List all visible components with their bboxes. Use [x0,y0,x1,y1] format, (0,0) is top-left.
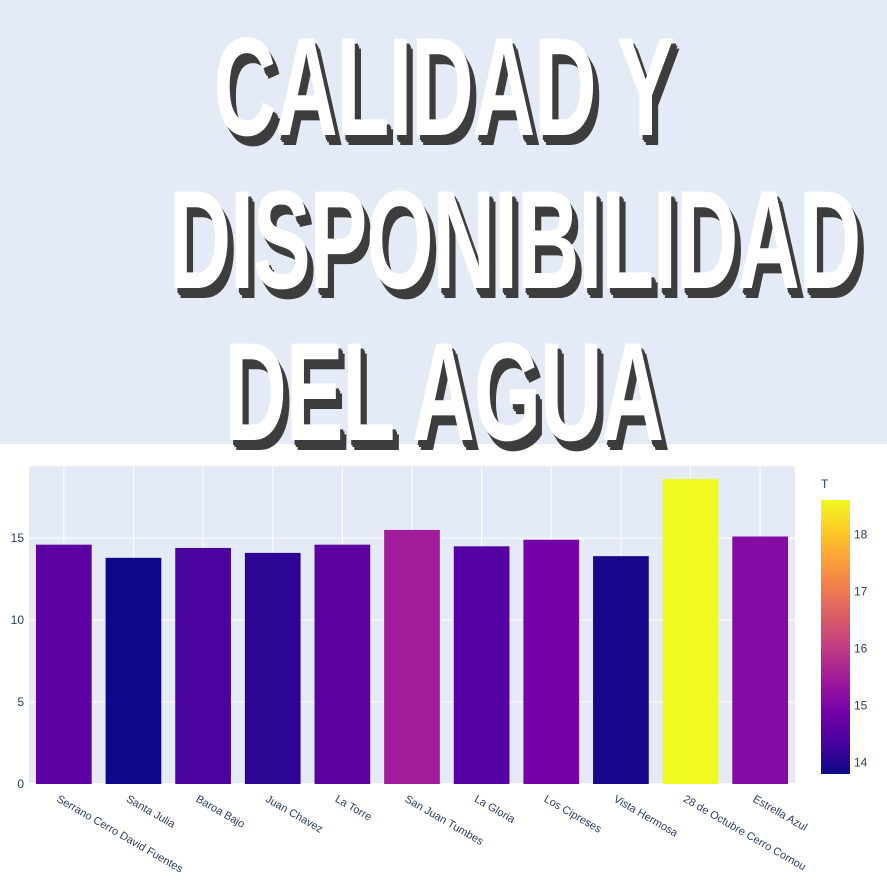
x-tick-label: Juan Chavez [263,793,325,836]
y-tick-label: 10 [11,613,25,627]
title-line-2: DISPONIBILIDAD [168,161,862,318]
bar [523,539,580,784]
x-tick-label: 28 de Octubre Cerro Cornou [681,793,808,873]
colorbar-tick-label: 15 [854,699,868,713]
y-tick-label: 5 [17,695,24,709]
colorbar-tick-label: 16 [854,641,868,655]
x-tick-label: La Gloria [472,793,517,826]
bar [662,479,719,784]
x-tick-label: La Torre [333,793,374,823]
x-tick-label: Serrano Cerro David Fuentes [54,793,185,875]
colorbar-tick-label: 17 [854,584,868,598]
x-tick-label: Santa Julia [124,793,178,831]
bar [384,529,440,784]
y-tick-label: 0 [17,777,24,791]
bar [35,544,92,784]
bar [175,547,231,784]
bar [244,552,301,784]
bar [314,544,371,784]
title-banner: CALIDAD Y DISPONIBILIDAD DEL AGUA [0,0,887,462]
bar [453,546,510,784]
colorbar-tick-label: 14 [854,756,868,770]
bar [732,536,789,784]
title-line-3: DEL AGUA [224,313,664,470]
x-tick-label: Los Cipreses [542,793,604,836]
bar [105,557,162,784]
colorbar-title: T [821,477,829,491]
bar [593,556,649,784]
x-tick-label: Vista Hermosa [611,793,680,840]
colorbar-scale [821,500,850,774]
y-tick-label: 15 [11,531,25,545]
x-tick-label: Baroa Bajo [194,793,247,831]
x-tick-label: Estrella Azul [751,793,809,834]
colorbar: T 14 15 16 17 18 [821,477,868,774]
title-line-1: CALIDAD Y [213,8,675,165]
colorbar-tick-label: 18 [854,527,868,541]
